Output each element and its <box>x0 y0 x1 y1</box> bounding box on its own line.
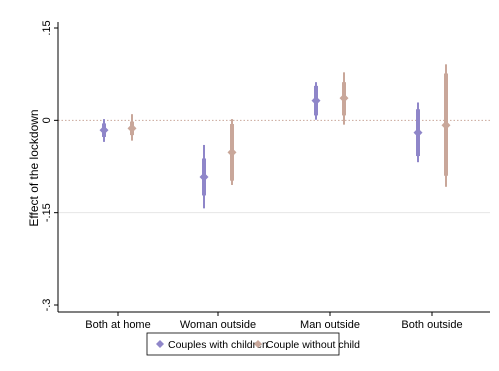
x-category-label: Both outside <box>401 319 462 331</box>
y-axis-label: Effect of the lockdown <box>27 109 41 226</box>
y-tick-label: .15 <box>41 20 53 35</box>
estimate-point <box>199 172 209 182</box>
chart-marks <box>99 64 451 209</box>
x-category-label: Woman outside <box>180 319 256 331</box>
legend-marker <box>254 340 262 348</box>
estimate-point <box>413 128 423 138</box>
legend-marker <box>156 340 164 348</box>
y-tick-label: -.15 <box>41 203 53 222</box>
estimate-point <box>311 96 321 106</box>
x-category-label: Both at home <box>85 319 150 331</box>
estimate-point <box>441 120 451 130</box>
y-tick-label: -.3 <box>41 299 53 312</box>
estimate-point <box>227 147 237 157</box>
legend-label: Couple without child <box>266 339 360 351</box>
x-category-label: Man outside <box>300 319 360 331</box>
reference-lines <box>58 119 490 214</box>
legend-label: Couples with children <box>168 339 268 351</box>
estimate-point <box>127 123 137 133</box>
axes: -.3 -.15 0 .15 Both at home Woman outside Man … <box>41 20 490 331</box>
estimate-point <box>99 125 109 135</box>
y-tick-label: 0 <box>41 117 53 123</box>
legend-box <box>146 332 340 356</box>
estimate-point <box>339 93 349 103</box>
